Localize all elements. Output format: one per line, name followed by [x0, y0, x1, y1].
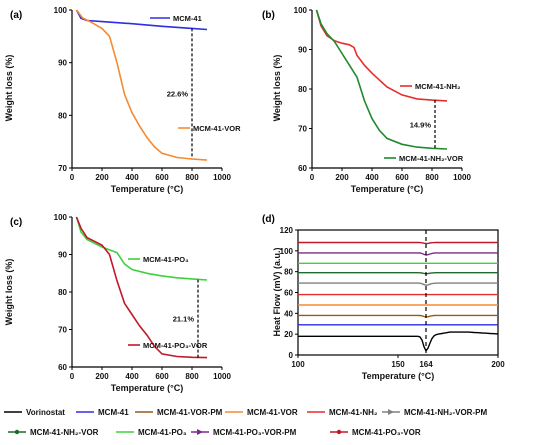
peak-label: 164 [419, 360, 433, 369]
x-tick-label: 1000 [453, 173, 471, 182]
x-tick-label: 800 [425, 173, 439, 182]
y-tick-label: 70 [58, 164, 67, 173]
series-label: MCM-41-NH₂-VOR [399, 154, 464, 163]
x-tick-label: 100 [291, 360, 305, 369]
x-tick-label: 1000 [213, 173, 231, 182]
x-tick-label: 600 [155, 173, 169, 182]
y-tick-label: 90 [58, 251, 67, 260]
legend-marker [336, 429, 342, 435]
x-tick-label: 150 [391, 360, 405, 369]
y-axis-label: Weight loss (%) [272, 55, 282, 122]
y-tick-label: 60 [298, 164, 307, 173]
annotation-text: 22.6% [167, 89, 189, 98]
legend-label: MCM-41 [98, 408, 129, 417]
legend: Vorinostat MCM-41 MCM-41-VOR-PM MCM-41-VOR M… [4, 408, 487, 437]
legend-marker [197, 429, 203, 435]
x-tick-label: 1000 [213, 372, 231, 381]
legend-label: MCM-41-PO₃ [138, 428, 187, 437]
x-tick-label: 0 [310, 173, 315, 182]
y-axis-label: Heat Flow (mV) (a.u.) [272, 247, 282, 336]
series-label: MCM-41-NH₂ [415, 82, 460, 91]
x-tick-label: 600 [155, 372, 169, 381]
series-label: MCM-41-PO₃-VOR [143, 341, 208, 350]
y-axis-label: Weight loss (%) [4, 259, 14, 326]
y-tick-label: 100 [54, 6, 68, 15]
panel-label: (b) [262, 10, 275, 21]
legend-label: MCM-41-PO₃-VOR-PM [213, 428, 297, 437]
legend-label: MCM-41-NH₂-VOR [30, 428, 99, 437]
y-tick-label: 100 [280, 247, 294, 256]
series-line [75, 216, 208, 281]
series-line [315, 9, 448, 150]
y-tick-label: 80 [58, 288, 67, 297]
y-tick-label: 90 [298, 46, 307, 55]
panel-c-chart: (c) 0 200 400 600 800 1000 60 70 80 90 100 Temperatu… [4, 213, 231, 393]
series-label: MCM-41-PO₃ [143, 255, 189, 264]
panel-label: (c) [10, 217, 22, 228]
panel-b-chart: (b) 0 200 400 600 800 1000 60 70 80 90 100 Temperatu… [262, 6, 471, 194]
series-line [75, 9, 208, 31]
y-tick-label: 20 [284, 330, 293, 339]
y-tick-label: 80 [298, 85, 307, 94]
annotation-text: 14.9% [410, 121, 432, 130]
panel-d-chart: (d) 100 150 200 0 20 40 60 80 100 120 Temperature (… [262, 214, 505, 381]
panel-a-chart: (a) 0 200 400 600 800 1000 70 80 90 100 Temperature… [4, 6, 241, 194]
x-tick-label: 400 [365, 173, 379, 182]
y-tick-label: 60 [58, 363, 67, 372]
legend-label: MCM-41-VOR-PM [157, 408, 223, 417]
panel-label: (a) [10, 10, 22, 21]
dsc-series-line [298, 272, 498, 275]
y-tick-label: 40 [284, 309, 293, 318]
dsc-series-line [298, 241, 498, 245]
x-axis-label: Temperature (°C) [362, 371, 434, 381]
x-tick-label: 0 [70, 173, 75, 182]
x-tick-label: 200 [95, 372, 109, 381]
y-tick-label: 80 [58, 111, 67, 120]
x-tick-label: 200 [491, 360, 505, 369]
series-line [75, 216, 208, 359]
dsc-series-line [298, 282, 498, 286]
x-tick-label: 400 [125, 372, 139, 381]
dsc-series-line [298, 252, 498, 256]
y-tick-label: 80 [284, 268, 293, 277]
x-tick-label: 400 [125, 173, 139, 182]
y-tick-label: 60 [284, 289, 293, 298]
x-tick-label: 600 [395, 173, 409, 182]
x-tick-label: 0 [70, 372, 75, 381]
annotation-text: 21.1% [173, 315, 195, 324]
series-label: MCM-41-VOR [193, 124, 241, 133]
dsc-series-line [298, 331, 499, 353]
x-tick-label: 200 [95, 173, 109, 182]
y-axis-label: Weight loss (%) [4, 55, 14, 122]
panel-label: (d) [262, 214, 275, 225]
dsc-series-line [298, 314, 498, 318]
y-tick-label: 100 [294, 6, 308, 15]
y-tick-label: 70 [298, 125, 307, 134]
legend-marker [14, 429, 20, 435]
x-tick-label: 800 [185, 173, 199, 182]
y-tick-label: 90 [58, 59, 67, 68]
y-tick-label: 100 [54, 213, 68, 222]
y-tick-label: 120 [280, 226, 294, 235]
x-tick-label: 200 [335, 173, 349, 182]
y-tick-label: 70 [58, 326, 67, 335]
y-tick-label: 0 [289, 351, 294, 360]
legend-label: MCM-41-VOR [247, 408, 298, 417]
legend-label: Vorinostat [26, 408, 65, 417]
x-axis-label: Temperature (°C) [111, 184, 183, 194]
legend-label: MCM-41-NH₂ [329, 408, 378, 417]
legend-label: MCM-41-NH₂-VOR-PM [404, 408, 487, 417]
x-axis-label: Temperature (°C) [111, 383, 183, 393]
x-tick-label: 800 [185, 372, 199, 381]
legend-label: MCM-41-PO₃-VOR [352, 428, 421, 437]
x-axis-label: Temperature (°C) [351, 184, 423, 194]
series-line [75, 9, 208, 161]
legend-marker [388, 409, 394, 415]
series-label: MCM-41 [173, 14, 202, 23]
